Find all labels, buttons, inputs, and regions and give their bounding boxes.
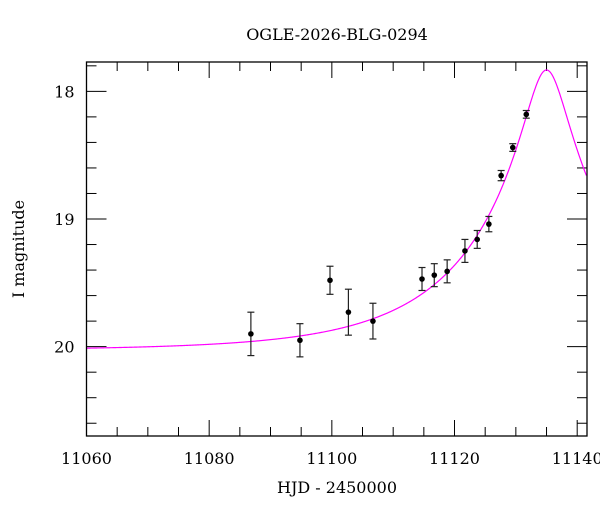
data-marker — [498, 172, 504, 179]
data-point — [296, 323, 304, 358]
data-marker — [486, 221, 492, 227]
y-axis-label: I magnitude — [9, 200, 28, 298]
data-marker — [474, 236, 481, 243]
data-marker — [523, 111, 530, 118]
data-marker — [248, 331, 254, 337]
y-tick-label: 18 — [54, 82, 74, 101]
data-marker — [345, 309, 352, 315]
data-marker — [444, 268, 450, 275]
data-point — [509, 143, 517, 152]
data-point — [485, 215, 493, 233]
model-curve — [86, 69, 587, 349]
data-marker — [297, 337, 303, 344]
x-axis-label: HJD - 2450000 — [277, 478, 397, 497]
x-tick-label: 11080 — [184, 449, 235, 468]
x-tick-label: 11140 — [552, 449, 600, 468]
data-marker — [509, 144, 516, 151]
y-tick-label: 19 — [54, 210, 74, 229]
x-tick-label: 11100 — [306, 449, 357, 468]
data-point — [461, 238, 469, 264]
data-marker — [370, 318, 376, 324]
data-point — [497, 169, 505, 182]
data-marker — [462, 248, 468, 254]
x-tick-label: 11120 — [429, 449, 480, 468]
data-point — [344, 288, 352, 336]
chart-title: OGLE-2026-BLG-0294 — [246, 25, 428, 44]
y-tick-label: 20 — [54, 338, 74, 357]
data-point — [473, 229, 481, 249]
data-marker — [431, 272, 438, 278]
data-marker — [419, 276, 425, 282]
x-tick-label: 11060 — [61, 449, 112, 468]
plot-frame — [85, 61, 588, 437]
data-point — [443, 259, 451, 284]
data-point — [430, 263, 438, 288]
data-marker — [327, 277, 333, 284]
data-point — [369, 302, 377, 340]
data-point — [522, 109, 530, 119]
data-point — [326, 265, 334, 295]
data-point — [418, 266, 426, 292]
data-point — [247, 311, 255, 357]
